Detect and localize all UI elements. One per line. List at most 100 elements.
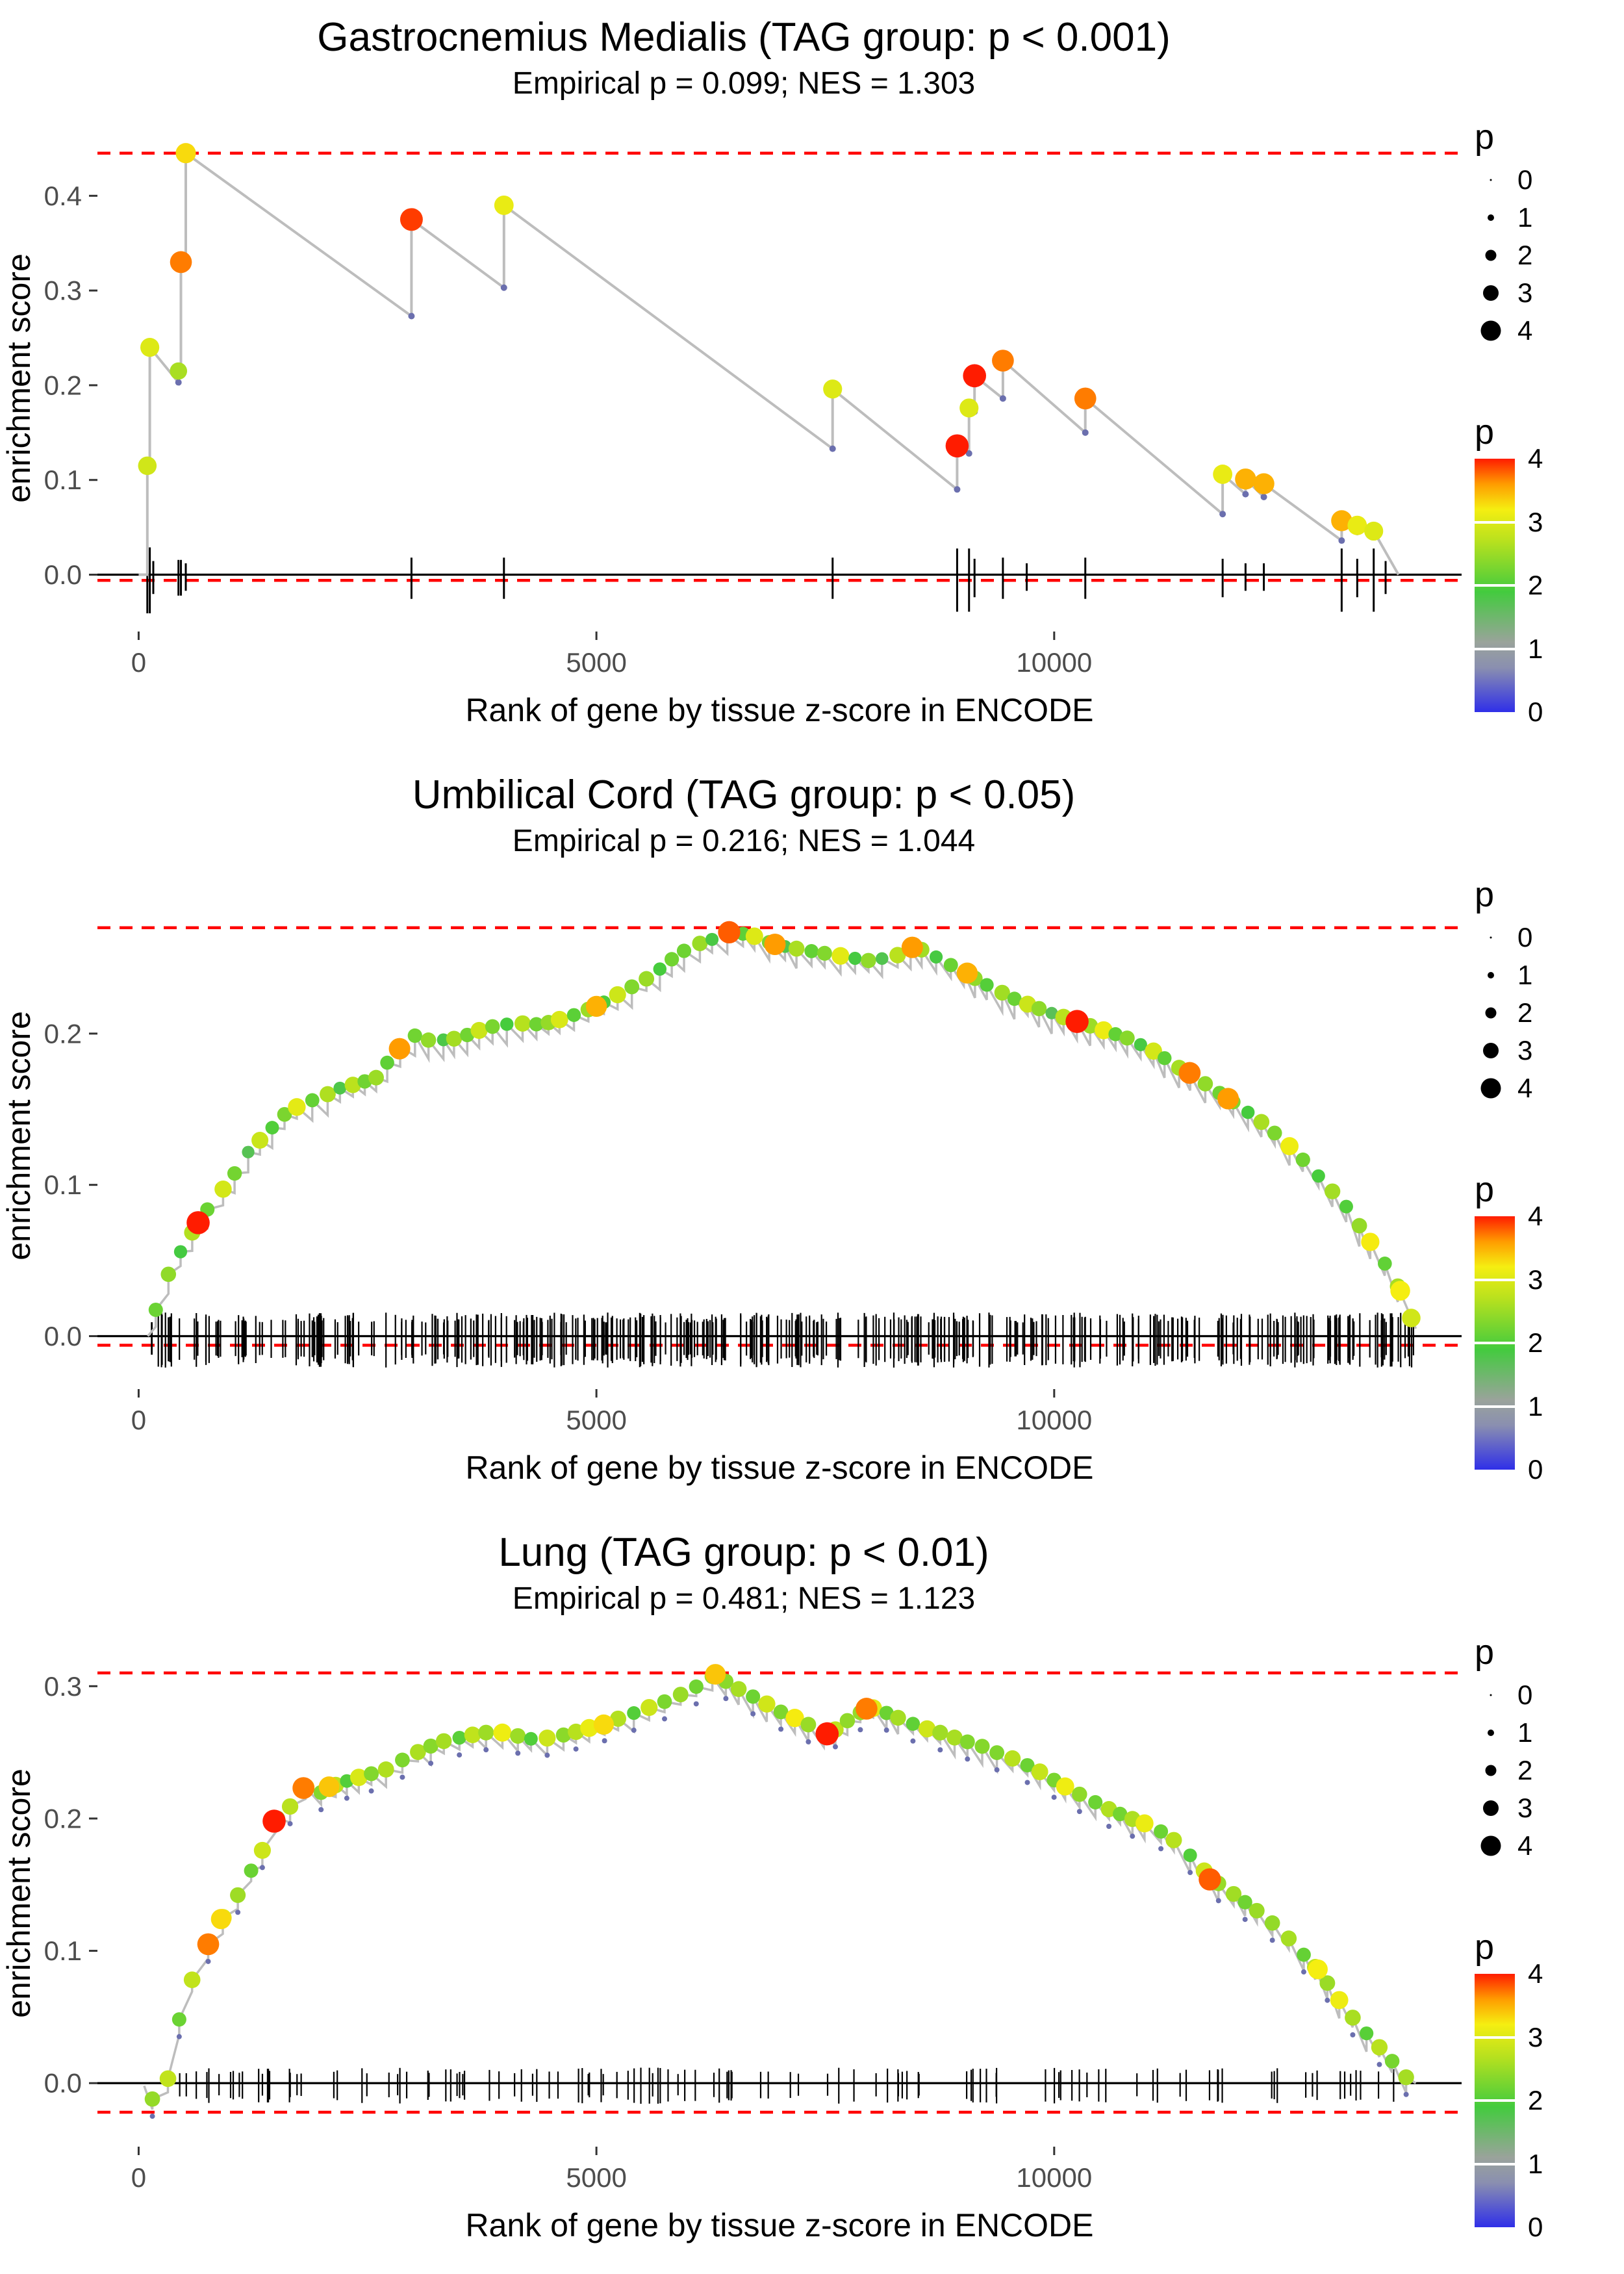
colorbar-label: 0 bbox=[1528, 696, 1543, 728]
enrichment-curve bbox=[138, 151, 1400, 576]
svg-text:0: 0 bbox=[131, 647, 146, 678]
plot-subtitle: Empirical p = 0.481; NES = 1.123 bbox=[512, 1581, 976, 1616]
svg-text:0.2: 0.2 bbox=[44, 370, 82, 401]
size-legend-label: 4 bbox=[1517, 315, 1533, 346]
colorbar-tick bbox=[1475, 2162, 1515, 2165]
colorbar-label: 0 bbox=[1528, 1454, 1543, 1485]
colorbar-tick bbox=[1475, 2099, 1515, 2102]
y-axis-label: enrichment score bbox=[1, 254, 37, 504]
svg-text:0.3: 0.3 bbox=[44, 275, 82, 306]
plot-umbilical-cord: Umbilical Cord (TAG group: p < 0.05) Emp… bbox=[0, 758, 1624, 1515]
colorbar-label: 1 bbox=[1528, 1390, 1543, 1422]
size-legend-label: 1 bbox=[1517, 960, 1533, 991]
colorbar-tick bbox=[1475, 647, 1515, 650]
size-legend-label: 3 bbox=[1517, 1793, 1533, 1824]
svg-text:0.2: 0.2 bbox=[44, 1019, 82, 1049]
enrichment-curve bbox=[143, 1672, 1417, 2110]
size-legend-label: 0 bbox=[1517, 164, 1533, 196]
size-legend-label: 4 bbox=[1517, 1830, 1533, 1861]
reference-lines bbox=[97, 926, 1462, 1348]
colorbar-label: 3 bbox=[1528, 2021, 1543, 2052]
color-legend-title: p bbox=[1475, 1170, 1495, 1210]
svg-text:0: 0 bbox=[131, 2162, 146, 2193]
plot-title: Gastrocnemius Medialis (TAG group: p < 0… bbox=[317, 15, 1171, 60]
base-dots bbox=[149, 1696, 1409, 2119]
size-legend-title: p bbox=[1475, 1633, 1495, 1672]
size-legend-label: 3 bbox=[1517, 1035, 1533, 1066]
color-legend-title: p bbox=[1475, 1928, 1495, 1967]
size-legend-title: p bbox=[1475, 118, 1495, 157]
gene-hit-dots bbox=[138, 143, 1384, 541]
enrichment-chart-2: 0.0 0.1 0.2 0 5000 10000 Rank of gene by tissu… bbox=[1, 921, 1462, 1486]
legend-column-1: p 0 1 2 3 4 p 4 3 2 1 0 bbox=[1475, 105, 1621, 742]
plot-subtitle: Empirical p = 0.099; NES = 1.303 bbox=[512, 66, 976, 101]
svg-text:5000: 5000 bbox=[566, 647, 626, 678]
plot-title: Umbilical Cord (TAG group: p < 0.05) bbox=[412, 773, 1076, 817]
svg-text:0.1: 0.1 bbox=[44, 1935, 82, 1966]
size-legend-label: 3 bbox=[1517, 277, 1533, 309]
axes: 0.0 0.1 0.2 0.3 0 5000 10000 bbox=[44, 1671, 1093, 2193]
size-legend-item: 1 bbox=[1475, 1714, 1621, 1752]
size-legend-item: 0 bbox=[1475, 919, 1621, 956]
base-dots bbox=[175, 285, 1377, 544]
svg-text:5000: 5000 bbox=[566, 2162, 626, 2193]
colorbar-label: 4 bbox=[1528, 1201, 1543, 1232]
svg-text:0.2: 0.2 bbox=[44, 1804, 82, 1834]
colorbar-tick bbox=[1475, 1278, 1515, 1281]
svg-text:0.0: 0.0 bbox=[44, 2068, 82, 2099]
enrichment-chart-3: 0.0 0.1 0.2 0.3 0 5000 10000 Rank of gene by ti… bbox=[1, 1664, 1462, 2243]
svg-text:0: 0 bbox=[131, 1405, 146, 1435]
size-legend-item: 3 bbox=[1475, 1789, 1621, 1827]
size-legend-item: 0 bbox=[1475, 1676, 1621, 1714]
colorbar-gradient: 4 3 2 1 0 bbox=[1475, 1960, 1543, 2241]
size-legend-label: 2 bbox=[1517, 1755, 1533, 1786]
colorbar-label: 3 bbox=[1528, 1264, 1543, 1295]
color-legend: p 4 3 2 1 0 bbox=[1475, 412, 1621, 726]
svg-text:0.0: 0.0 bbox=[44, 559, 82, 590]
size-legend-item: 0 bbox=[1475, 161, 1621, 199]
legend-column-2: p 0 1 2 3 4 p 4 3 2 1 0 bbox=[1475, 863, 1621, 1500]
size-legend-item: 1 bbox=[1475, 956, 1621, 994]
plot-title: Lung (TAG group: p < 0.01) bbox=[498, 1530, 989, 1575]
plot-gastrocnemius-medialis: Gastrocnemius Medialis (TAG group: p < 0… bbox=[0, 0, 1624, 758]
enrichment-curve bbox=[147, 930, 1417, 1337]
colorbar-tick bbox=[1475, 1405, 1515, 1408]
size-legend-item: 4 bbox=[1475, 1827, 1621, 1865]
svg-text:0.3: 0.3 bbox=[44, 1671, 82, 1702]
size-legend-item: 2 bbox=[1475, 994, 1621, 1032]
plot-lung: Lung (TAG group: p < 0.01) Empirical p =… bbox=[0, 1515, 1624, 2273]
svg-text:0.4: 0.4 bbox=[44, 181, 82, 211]
colorbar-label: 2 bbox=[1528, 570, 1543, 601]
color-legend-title: p bbox=[1475, 413, 1495, 452]
colorbar-label: 2 bbox=[1528, 2085, 1543, 2116]
size-legend-label: 1 bbox=[1517, 202, 1533, 233]
gene-hit-dots bbox=[148, 926, 1406, 1318]
size-legend-label: 4 bbox=[1517, 1073, 1533, 1104]
enrichment-chart-1: 0.0 0.1 0.2 0.3 0.4 0 5000 10000 Rank of gene by… bbox=[1, 143, 1462, 728]
colorbar-tick bbox=[1475, 1342, 1515, 1345]
highlight-dots bbox=[197, 1664, 1328, 1980]
svg-text:0.0: 0.0 bbox=[44, 1321, 82, 1351]
reference-lines bbox=[97, 151, 1462, 582]
colorbar-gradient: 4 3 2 1 0 bbox=[1475, 1203, 1543, 1483]
size-legend-label: 0 bbox=[1517, 1680, 1533, 1711]
size-legend-item: 2 bbox=[1475, 236, 1621, 274]
size-legend-item: 4 bbox=[1475, 1069, 1621, 1107]
size-legend-item: 2 bbox=[1475, 1752, 1621, 1789]
legend-column-3: p 0 1 2 3 4 p 4 3 2 1 0 bbox=[1475, 1620, 1621, 2257]
colorbar-label: 3 bbox=[1528, 506, 1543, 537]
size-legend: p 0 1 2 3 4 bbox=[1475, 1632, 1621, 1865]
colorbar-tick bbox=[1475, 2036, 1515, 2039]
rug-ticks bbox=[146, 547, 1387, 614]
svg-text:0.1: 0.1 bbox=[44, 465, 82, 496]
colorbar-label: 4 bbox=[1528, 1958, 1543, 1989]
x-axis-label: Rank of gene by tissue z-score in ENCODE bbox=[465, 2207, 1093, 2243]
colorbar-label: 4 bbox=[1528, 443, 1543, 474]
highlight-dots bbox=[186, 921, 1421, 1328]
size-legend-item: 3 bbox=[1475, 274, 1621, 312]
y-axis-label: enrichment score bbox=[1, 1769, 37, 2019]
rug-ticks bbox=[179, 2067, 1395, 2104]
colorbar-gradient: 4 3 2 1 0 bbox=[1475, 445, 1543, 726]
size-legend-label: 2 bbox=[1517, 997, 1533, 1028]
colorbar-label: 2 bbox=[1528, 1327, 1543, 1359]
